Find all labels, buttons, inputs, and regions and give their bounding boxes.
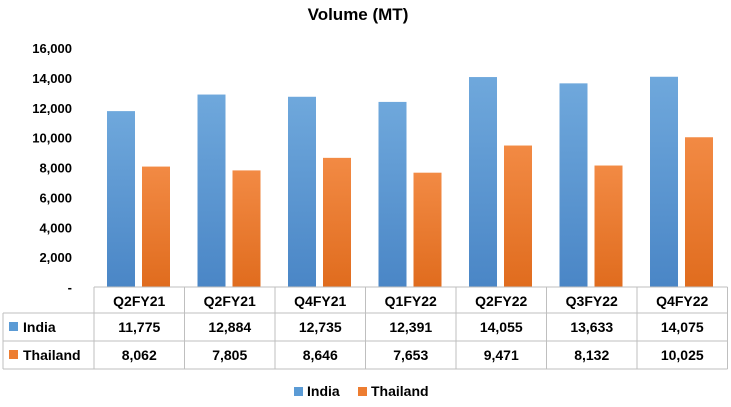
bar-thailand [142, 166, 170, 287]
data-label: 13,633 [570, 319, 613, 335]
table-series-label: India [23, 319, 56, 335]
bar-thailand [323, 157, 351, 287]
legend-key [358, 387, 367, 396]
bar-india [197, 94, 226, 287]
table-legend-key [9, 322, 18, 331]
bar-thailand [413, 172, 442, 287]
bar-india [378, 101, 407, 287]
y-tick-label: 8,000 [39, 161, 72, 176]
x-tick-label: Q2FY21 [113, 293, 165, 309]
x-tick-label: Q1FY22 [385, 293, 437, 309]
bars [107, 76, 713, 288]
data-label: 11,775 [118, 319, 160, 335]
y-tick-label: 4,000 [39, 220, 72, 235]
data-label: 12,735 [299, 319, 342, 335]
bar-thailand [504, 145, 532, 287]
y-tick-label: 12,000 [32, 101, 72, 116]
bar-india [288, 96, 316, 287]
x-tick-label: Q2FY22 [475, 293, 527, 309]
bar-india [107, 111, 135, 288]
y-tick-label: 10,000 [32, 131, 72, 146]
data-label: 8,062 [122, 347, 157, 363]
bar-thailand [685, 137, 713, 287]
legend-label: India [307, 383, 340, 399]
data-label: 10,025 [661, 347, 704, 363]
chart-title: Volume (MT) [308, 5, 409, 24]
y-tick-label: 14,000 [32, 71, 72, 86]
data-label: 8,646 [303, 347, 338, 363]
bar-thailand [232, 170, 261, 287]
data-label: 7,805 [212, 347, 247, 363]
bar-thailand [594, 165, 623, 287]
data-label: 9,471 [484, 347, 519, 363]
x-tick-label: Q4FY22 [656, 293, 708, 309]
y-tick-label: 2,000 [39, 250, 72, 265]
y-tick-label: 16,000 [32, 41, 72, 56]
table-legend-key [9, 350, 18, 359]
x-tick-label: Q4FY21 [294, 293, 346, 309]
bar-india [650, 76, 678, 287]
x-tick-label: Q2FY21 [204, 293, 256, 309]
data-label: 14,055 [480, 319, 523, 335]
data-table: Q2FY21 Q2FY21 Q4FY21 Q1FY22 Q2FY22 Q3FY22 Q4FY… [2, 286, 728, 370]
legend-label: Thailand [371, 383, 429, 399]
bar-india [469, 77, 497, 287]
y-tick-label: - [68, 280, 72, 295]
data-label: 8,132 [574, 347, 609, 363]
table-series-label: Thailand [23, 347, 81, 363]
legend-key [294, 387, 303, 396]
bar-india [559, 83, 588, 288]
legend: India Thailand [294, 383, 429, 399]
data-label: 12,884 [208, 319, 251, 335]
y-tick-label: 6,000 [39, 190, 72, 205]
data-label: 12,391 [389, 319, 432, 335]
x-tick-label: Q3FY22 [566, 293, 618, 309]
y-axis: - 2,000 4,000 6,000 8,000 10,000 12,000 14,000 1… [32, 41, 72, 295]
data-label: 14,075 [661, 319, 704, 335]
data-label: 7,653 [393, 347, 428, 363]
